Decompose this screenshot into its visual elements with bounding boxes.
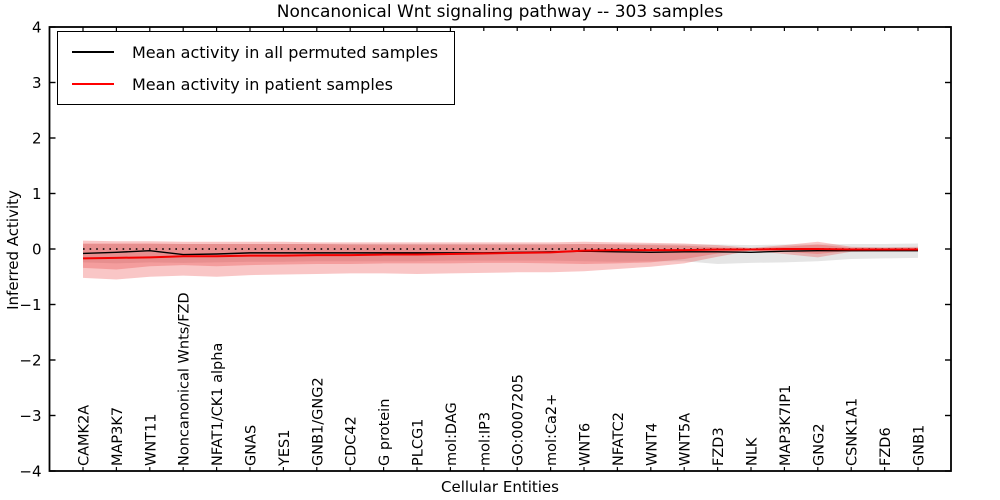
y-tick-label: −3 [19, 407, 41, 425]
x-category-label: FZD6 [878, 427, 894, 466]
y-tick-label: −4 [19, 463, 41, 481]
x-category-label: GNAS [244, 425, 260, 466]
y-tick-label: 2 [32, 130, 42, 148]
x-category-label: GNB1/GNG2 [310, 377, 326, 466]
x-category-label: WNT4 [644, 423, 660, 466]
x-category-label: mol:IP3 [477, 412, 493, 466]
y-tick-label: 3 [32, 74, 42, 92]
x-category-label: WNT6 [578, 423, 594, 466]
x-category-label: PLCG1 [411, 419, 427, 466]
y-tick-label: 0 [32, 241, 42, 259]
x-axis-label: Cellular Entities [441, 478, 559, 496]
x-category-label: FZD3 [711, 427, 727, 466]
x-category-label: NFATC2 [611, 412, 627, 466]
x-category-label: NLK [745, 437, 761, 466]
x-category-label: WNT5A [678, 413, 694, 466]
x-category-label: GO:0007205 [511, 374, 527, 466]
x-category-label: MAP3K7 [110, 407, 126, 466]
x-category-label: G protein [377, 399, 393, 466]
mean-lines [82, 248, 918, 260]
legend-item-permuted: Mean activity in all permuted samples [72, 41, 438, 63]
y-tick-label: −2 [19, 352, 41, 370]
y-tick-label: −1 [19, 296, 41, 314]
x-category-labels: CAMK2A MAP3K7 WNT11 Noncanonical Wnts/FZD NF… [77, 292, 928, 467]
legend-label-permuted: Mean activity in all permuted samples [132, 42, 439, 62]
x-category-label: WNT11 [143, 414, 159, 467]
permuted-line-swatch [72, 51, 114, 53]
confidence-bands [83, 240, 918, 280]
x-category-label: mol:DAG [444, 402, 460, 466]
y-tick-label: 4 [32, 19, 42, 37]
x-category-label: CSNK1A1 [845, 398, 861, 466]
y-tick-label: 1 [32, 185, 42, 203]
x-category-label: NFAT1/CK1 alpha [210, 343, 226, 466]
x-category-label: GNB1 [912, 425, 928, 466]
x-category-label: MAP3K7IP1 [778, 385, 794, 466]
y-tick-labels: 4 3 2 1 0 −1 −2 −3 −4 [19, 19, 41, 481]
legend-item-patient: Mean activity in patient samples [72, 73, 438, 95]
x-category-label: Noncanonical Wnts/FZD [177, 292, 193, 466]
patient-mean-line [82, 248, 918, 260]
x-category-label: CDC42 [344, 416, 360, 466]
axis-ticks [49, 26, 951, 472]
x-category-label: YES1 [277, 430, 293, 467]
x-category-label: GNG2 [811, 423, 827, 466]
legend: Mean activity in all permuted samples Me… [57, 31, 456, 105]
chart-title: Noncanonical Wnt signaling pathway -- 30… [276, 2, 724, 22]
x-category-label: mol:Ca2+ [544, 394, 560, 466]
patient-line-swatch [72, 83, 114, 85]
y-axis-label: Inferred Activity [4, 190, 22, 310]
legend-label-patient: Mean activity in patient samples [132, 74, 393, 94]
x-category-label: CAMK2A [77, 405, 93, 466]
